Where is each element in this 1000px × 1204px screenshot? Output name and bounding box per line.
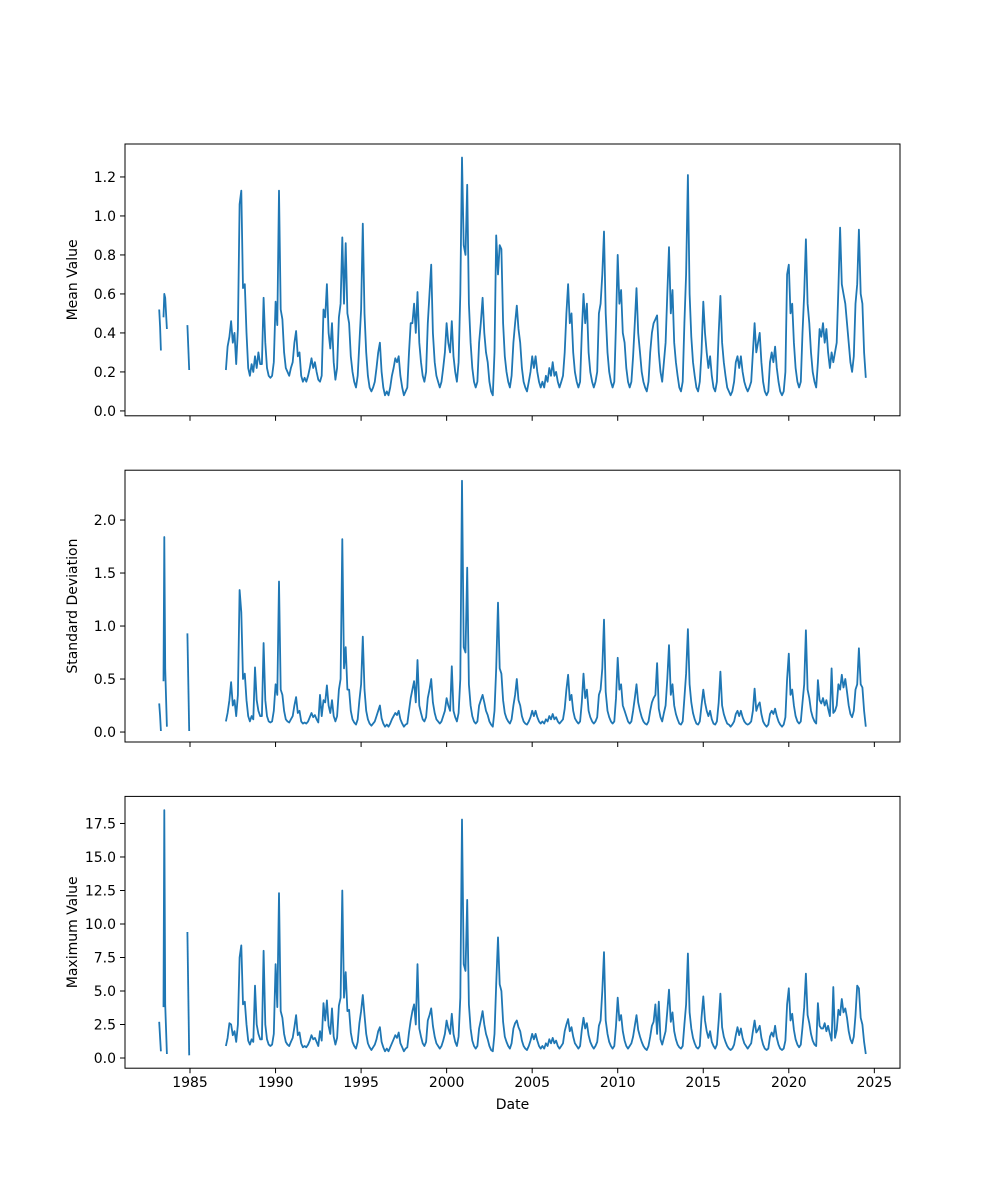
data-line [186, 325, 191, 371]
y-tick-label: 0.5 [94, 672, 116, 688]
data-line [225, 156, 867, 397]
x-tick-label: 2025 [857, 1075, 893, 1091]
y-tick-label: 1.0 [94, 619, 116, 635]
data-line [162, 293, 168, 330]
data-line [162, 809, 168, 1055]
y-tick-label: 0.0 [94, 725, 116, 741]
y-tick-label: 0.8 [94, 248, 116, 264]
x-tick-label: 2020 [771, 1075, 807, 1091]
x-tick-label: 1990 [258, 1075, 294, 1091]
x-tick-label: 2015 [685, 1075, 721, 1091]
data-line [162, 536, 168, 727]
data-line [225, 479, 867, 728]
data-line [158, 309, 162, 351]
x-tick-label: 2000 [429, 1075, 465, 1091]
y-tick-label: 17.5 [85, 816, 116, 832]
y-tick-label: 1.2 [94, 170, 116, 186]
data-line [158, 703, 162, 732]
y-tick-label: 2.0 [94, 513, 116, 529]
x-tick-label: 2010 [600, 1075, 636, 1091]
y-tick-label: 0.4 [94, 326, 116, 342]
axes-frame [124, 143, 901, 417]
axes-frame [124, 795, 901, 1069]
y-tick-label: 1.0 [94, 209, 116, 225]
y-tick-label: 15.0 [85, 850, 116, 866]
subplot-mean-value: 0.0 0.2 0.4 0.6 0.8 1.0 1.2 Mean Value [65, 143, 901, 421]
y-tick-label: 2.5 [94, 1018, 116, 1034]
data-line [186, 931, 191, 1056]
x-tick-label: 1985 [172, 1075, 208, 1091]
y-tick-label: 0.6 [94, 287, 116, 303]
y-axis-label: Mean Value [65, 239, 81, 320]
subplot-standard-deviation: 0.0 0.5 1.0 1.5 2.0 Standard Deviation [65, 469, 901, 747]
y-axis-label: Standard Deviation [65, 539, 81, 674]
data-line [158, 1021, 162, 1052]
axes-frame [124, 469, 901, 743]
y-tick-label: 12.5 [85, 883, 116, 899]
y-tick-label: 10.0 [85, 917, 116, 933]
x-tick-label: 2005 [514, 1075, 550, 1091]
y-tick-label: 0.0 [94, 1051, 116, 1067]
data-line [186, 633, 191, 732]
x-tick-label: 1995 [343, 1075, 379, 1091]
y-axis-label: Maximum Value [65, 876, 81, 988]
subplot-maximum-value: 1985 1990 1995 2000 2005 2010 2015 2020 2025 0.0 2… [65, 795, 901, 1113]
y-tick-label: 7.5 [94, 950, 116, 966]
y-tick-label: 0.0 [94, 404, 116, 420]
x-axis-label: Date [496, 1097, 529, 1113]
y-tick-label: 0.2 [94, 365, 116, 381]
y-tick-label: 5.0 [94, 984, 116, 1000]
y-tick-label: 1.5 [94, 566, 116, 582]
data-line [225, 818, 867, 1055]
